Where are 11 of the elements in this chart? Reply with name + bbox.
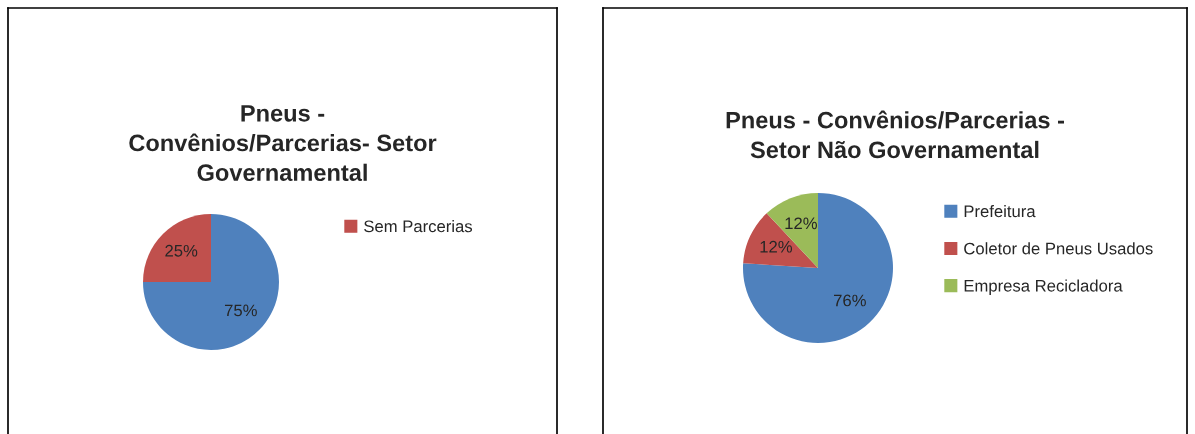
data-label: 12% [785,217,817,230]
data-label: 75% [224,304,257,317]
data-label: 12% [760,240,793,253]
data-label: 25% [165,244,198,257]
chart-title: Pneus - Convênios/Parcerias - Setor Não Governamental [726,110,1064,159]
data-label: 76% [834,294,866,307]
legend-label: Prefeitura [964,205,1036,218]
legend-label: Coletor de Pneus Usados [964,242,1153,255]
legend-label: Sem Parcerias [364,220,473,233]
chart-title: Pneus - Convênios/Parcerias- Setor Governamental [129,105,437,182]
legend-label: Empresa Recicladora [964,279,1123,295]
